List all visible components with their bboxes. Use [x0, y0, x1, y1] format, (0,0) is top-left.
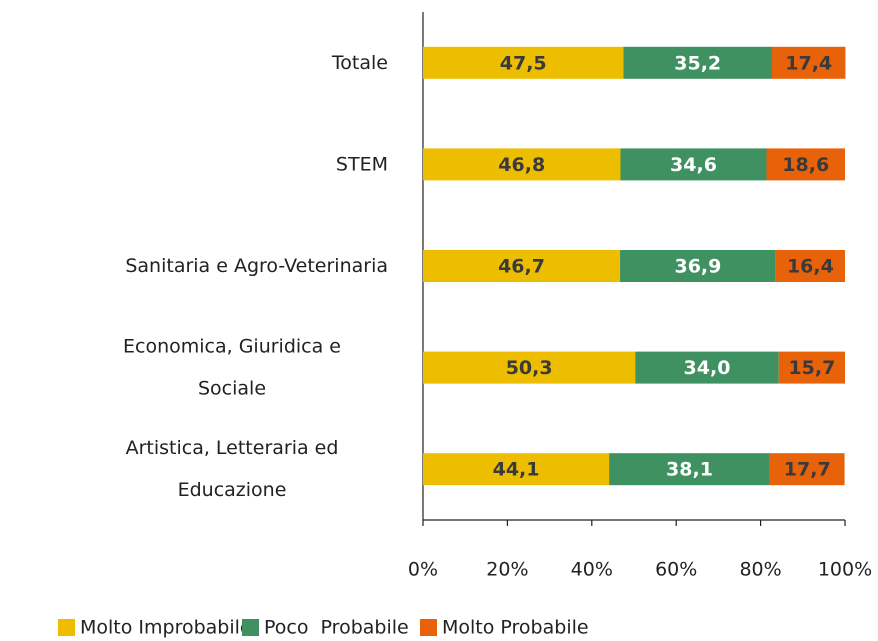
- value-label: 46,7: [498, 256, 545, 278]
- value-label: 47,5: [500, 52, 547, 74]
- bar-segment: [423, 46, 624, 79]
- value-label: 36,9: [674, 256, 721, 278]
- x-tick-label: 40%: [571, 559, 613, 581]
- legend-swatch: [58, 619, 75, 636]
- bar-segment: [609, 453, 770, 486]
- value-label: 35,2: [674, 52, 721, 74]
- category-label: Artistica, Letteraria ed Educazione: [126, 437, 339, 501]
- category-label: Economica, Giuridica e Sociale: [123, 335, 341, 399]
- x-tick-label: 60%: [655, 559, 697, 581]
- category-label: Sanitaria e Agro-Veterinaria: [125, 255, 388, 277]
- value-label: 17,4: [785, 52, 832, 74]
- category-label: Totale: [331, 51, 388, 73]
- bar-segment: [620, 250, 776, 282]
- bar-segment: [769, 453, 845, 486]
- value-label: 17,7: [784, 459, 831, 481]
- bar-segment: [766, 148, 845, 181]
- legend-label: Poco Probabile: [264, 617, 409, 639]
- value-label: 15,7: [788, 357, 835, 379]
- legend-label: Molto Improbabile: [80, 617, 252, 639]
- value-label: 44,1: [493, 459, 540, 481]
- bar-segment: [423, 250, 621, 282]
- bar-segment: [623, 46, 772, 79]
- value-label: 46,8: [498, 154, 545, 176]
- legend-label: Molto Probabile: [442, 617, 589, 639]
- value-label: 38,1: [666, 459, 713, 481]
- value-label: 16,4: [787, 256, 834, 278]
- x-tick-label: 0%: [408, 559, 438, 581]
- bar-segment: [775, 250, 845, 282]
- value-label: 34,6: [670, 154, 717, 176]
- value-label: 18,6: [782, 154, 829, 176]
- legend-swatch: [242, 619, 259, 636]
- value-label: 34,0: [684, 357, 731, 379]
- legend-swatch: [420, 619, 437, 636]
- bar-segment: [635, 351, 779, 384]
- category-label: STEM: [336, 153, 388, 175]
- bar-segment: [423, 453, 610, 486]
- bar-segment: [771, 46, 846, 79]
- bar-segment: [423, 351, 636, 384]
- bar-segment: [620, 148, 767, 181]
- x-tick-label: 80%: [739, 559, 781, 581]
- bar-segment: [423, 148, 621, 181]
- bar-segment: [778, 351, 845, 384]
- value-label: 50,3: [506, 357, 553, 379]
- x-tick-label: 100%: [818, 559, 872, 581]
- x-tick-label: 20%: [486, 559, 528, 581]
